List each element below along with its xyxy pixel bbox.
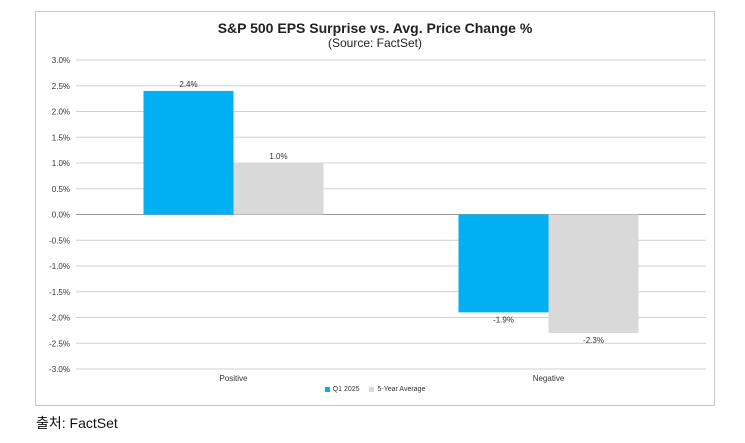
y-tick-label: -1.5% (49, 288, 70, 297)
y-tick-label: 2.5% (52, 82, 70, 91)
legend-swatch-q1-2025 (324, 387, 330, 392)
chart-subtitle: (Source: FactSet) (327, 36, 423, 50)
y-tick-label: 1.5% (52, 133, 70, 142)
chart-frame: S&P 500 EPS Surprise vs. Avg. Price Chan… (35, 11, 715, 406)
y-tick-label: 0.5% (52, 185, 70, 194)
data-label: 2.4% (179, 80, 197, 89)
y-tick-label: 3.0% (52, 56, 70, 65)
source-caption: 출처: FactSet (36, 415, 118, 431)
y-tick-label: -0.5% (49, 236, 70, 245)
y-tick-label: -1.0% (49, 262, 70, 271)
legend-item-q1-2025: Q1 2025 (324, 386, 360, 393)
bar-chart: 3.0% 2.5% 2.0% 1.5% 1.0% 0.5% 0.0% -0.5% -1.0% -1… (49, 56, 706, 383)
data-label: -2.3% (583, 336, 604, 345)
bar-q1-2025-negative (458, 214, 549, 313)
chart-legend: Q1 2025 5-Year Average (36, 386, 714, 394)
y-tick-label: -2.5% (49, 339, 70, 348)
bar-5-year-average-positive (233, 163, 324, 215)
data-label: 1.0% (269, 152, 287, 161)
y-tick-label: 1.0% (52, 159, 70, 168)
category-label-negative: Negative (533, 374, 565, 383)
y-tick-label: -3.0% (49, 365, 70, 374)
data-label: -1.9% (493, 315, 514, 324)
bar-q1-2025-positive (143, 90, 234, 215)
y-tick-label: 0.0% (52, 211, 70, 220)
legend-label-5-year-average: 5-Year Average (377, 386, 426, 393)
legend-item-5-year-average: 5-Year Average (369, 386, 425, 393)
legend-label-q1-2025: Q1 2025 (332, 386, 360, 393)
y-tick-label: 2.0% (52, 108, 70, 117)
category-label-positive: Positive (219, 374, 248, 383)
chart-title: S&P 500 EPS Surprise vs. Avg. Price Chan… (217, 20, 533, 36)
bar-5-year-average-negative (548, 214, 639, 333)
y-tick-label: -2.0% (49, 314, 70, 323)
legend-swatch-5-year-average (369, 387, 375, 392)
